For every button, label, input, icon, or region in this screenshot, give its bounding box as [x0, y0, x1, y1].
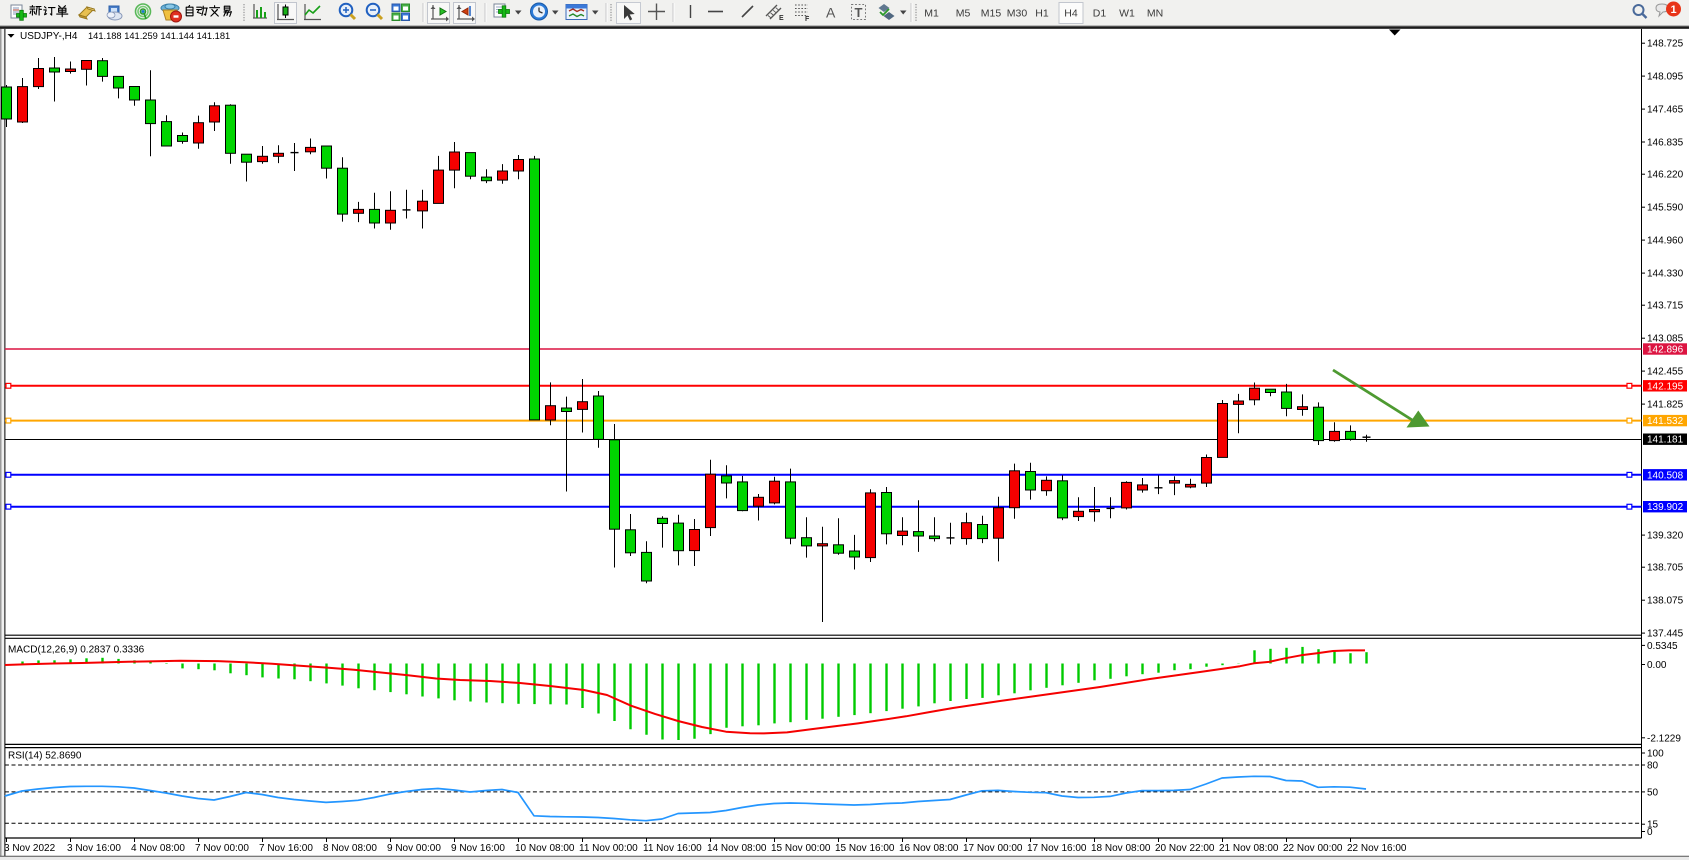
svg-text:T: T	[855, 5, 863, 20]
svg-text:1: 1	[1670, 4, 1676, 16]
svg-text:18 Nov 08:00: 18 Nov 08:00	[1091, 843, 1151, 854]
svg-text:4 Nov 08:00: 4 Nov 08:00	[131, 843, 185, 854]
svg-text:MN: MN	[1147, 8, 1163, 20]
svg-text:144.960: 144.960	[1647, 236, 1684, 247]
svg-text:141.532: 141.532	[1647, 416, 1684, 427]
svg-text:16 Nov 08:00: 16 Nov 08:00	[899, 843, 959, 854]
svg-text:100: 100	[1647, 749, 1664, 760]
svg-text:M15: M15	[981, 8, 1002, 20]
svg-text:-2.1229: -2.1229	[1647, 733, 1681, 744]
svg-text:142.195: 142.195	[1647, 381, 1684, 392]
svg-text:9 Nov 00:00: 9 Nov 00:00	[387, 843, 441, 854]
svg-text:50: 50	[1647, 787, 1659, 798]
svg-text:0: 0	[1647, 827, 1653, 838]
svg-text:0.00: 0.00	[1647, 660, 1667, 671]
svg-text:80: 80	[1647, 761, 1659, 772]
svg-text:MACD(12,26,9) 0.2837 0.3336: MACD(12,26,9) 0.2837 0.3336	[8, 645, 145, 656]
svg-text:22 Nov 16:00: 22 Nov 16:00	[1347, 843, 1407, 854]
svg-text:11 Nov 00:00: 11 Nov 00:00	[579, 843, 638, 854]
svg-text:17 Nov 16:00: 17 Nov 16:00	[1027, 843, 1087, 854]
svg-text:139.902: 139.902	[1647, 502, 1684, 513]
svg-text:M5: M5	[956, 8, 971, 20]
svg-text:15 Nov 00:00: 15 Nov 00:00	[771, 843, 831, 854]
svg-text:21 Nov 08:00: 21 Nov 08:00	[1219, 843, 1279, 854]
svg-text:138.075: 138.075	[1647, 596, 1684, 607]
svg-text:141.188 141.259 141.144 141.18: 141.188 141.259 141.144 141.181	[88, 31, 230, 41]
svg-text:17 Nov 00:00: 17 Nov 00:00	[963, 843, 1023, 854]
svg-text:14 Nov 08:00: 14 Nov 08:00	[707, 843, 767, 854]
svg-text:H4: H4	[1064, 8, 1078, 20]
svg-text:20 Nov 22:00: 20 Nov 22:00	[1155, 843, 1215, 854]
svg-text:15: 15	[1647, 820, 1659, 831]
svg-text:11 Nov 16:00: 11 Nov 16:00	[643, 843, 702, 854]
svg-text:W1: W1	[1119, 8, 1135, 20]
svg-text:M30: M30	[1007, 8, 1028, 20]
svg-text:7 Nov 00:00: 7 Nov 00:00	[195, 843, 249, 854]
svg-text:146.220: 146.220	[1647, 170, 1684, 181]
svg-text:0.5345: 0.5345	[1647, 641, 1678, 652]
svg-text:137.445: 137.445	[1647, 629, 1684, 640]
svg-text:147.465: 147.465	[1647, 105, 1684, 116]
svg-text:148.725: 148.725	[1647, 39, 1684, 50]
svg-text:M1: M1	[924, 8, 939, 20]
svg-text:D1: D1	[1093, 8, 1107, 20]
svg-text:8 Nov 08:00: 8 Nov 08:00	[323, 843, 377, 854]
svg-text:142.455: 142.455	[1647, 367, 1684, 378]
svg-text:USDJPY-,H4: USDJPY-,H4	[20, 31, 78, 42]
svg-text:E: E	[779, 15, 784, 22]
svg-text:139.320: 139.320	[1647, 531, 1684, 542]
svg-text:10 Nov 08:00: 10 Nov 08:00	[515, 843, 575, 854]
svg-text:144.330: 144.330	[1647, 269, 1684, 280]
svg-text:148.095: 148.095	[1647, 72, 1684, 83]
svg-text:3 Nov 2022: 3 Nov 2022	[4, 843, 56, 854]
svg-text:9 Nov 16:00: 9 Nov 16:00	[451, 843, 505, 854]
svg-text:138.705: 138.705	[1647, 563, 1684, 574]
svg-text:141.825: 141.825	[1647, 400, 1684, 411]
svg-text:145.590: 145.590	[1647, 203, 1684, 214]
svg-text:143.085: 143.085	[1647, 334, 1684, 345]
svg-text:H1: H1	[1035, 8, 1049, 20]
svg-text:142.896: 142.896	[1647, 345, 1684, 356]
svg-text:A: A	[826, 5, 836, 21]
svg-text:7 Nov 16:00: 7 Nov 16:00	[259, 843, 313, 854]
svg-text:RSI(14) 52.8690: RSI(14) 52.8690	[8, 751, 82, 762]
svg-text:140.508: 140.508	[1647, 470, 1684, 481]
svg-text:22 Nov 00:00: 22 Nov 00:00	[1283, 843, 1343, 854]
svg-text:15 Nov 16:00: 15 Nov 16:00	[835, 843, 895, 854]
svg-text:141.181: 141.181	[1647, 435, 1684, 446]
svg-text:3 Nov 16:00: 3 Nov 16:00	[67, 843, 121, 854]
svg-text:F: F	[805, 16, 810, 23]
svg-text:143.715: 143.715	[1647, 301, 1684, 312]
svg-text:146.835: 146.835	[1647, 138, 1684, 149]
